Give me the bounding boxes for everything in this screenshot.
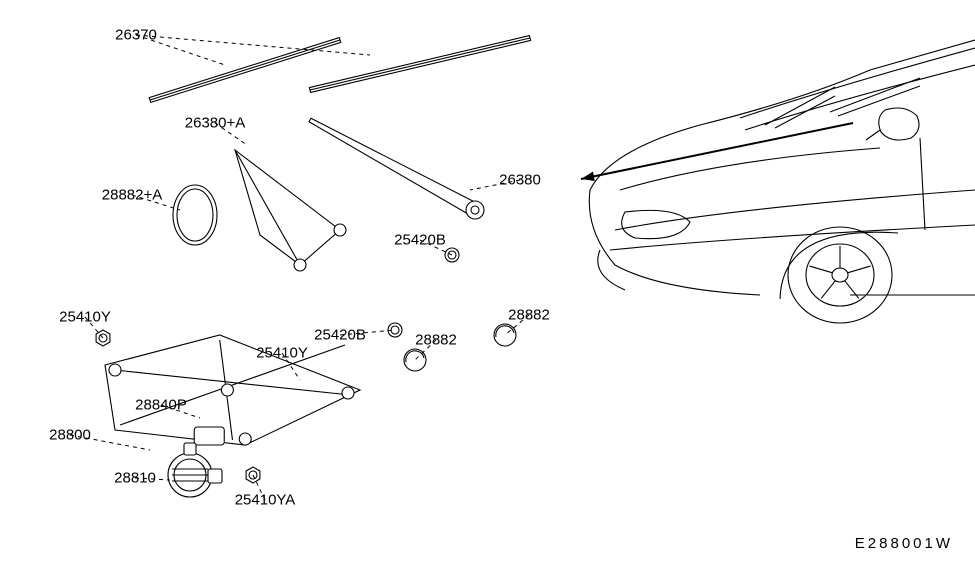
callout-28840P: 28840P [135, 397, 187, 414]
callout-26380: 26380 [499, 172, 541, 189]
exploded-parts [96, 36, 530, 497]
callout-28882A: 28882+A [102, 187, 162, 204]
car-outline [589, 40, 975, 323]
callout-28810: 28810 [114, 470, 156, 487]
callout-28882_2: 28882 [508, 307, 550, 324]
callout-25420B_2: 25420B [314, 327, 366, 344]
source-arrow [581, 123, 853, 181]
callout-26370: 26370 [115, 27, 157, 44]
callout-28882_1: 28882 [415, 332, 457, 349]
callout-26380A: 26380+A [185, 115, 245, 132]
diagram-code-label: E288001W [855, 535, 953, 552]
callout-28800: 28800 [49, 427, 91, 444]
callout-25410Y_1: 25410Y [59, 309, 111, 326]
callout-25420B_1: 25420B [394, 232, 446, 249]
callout-25410Y_2: 25410Y [256, 345, 308, 362]
callout-25410YA: 25410YA [235, 492, 296, 509]
